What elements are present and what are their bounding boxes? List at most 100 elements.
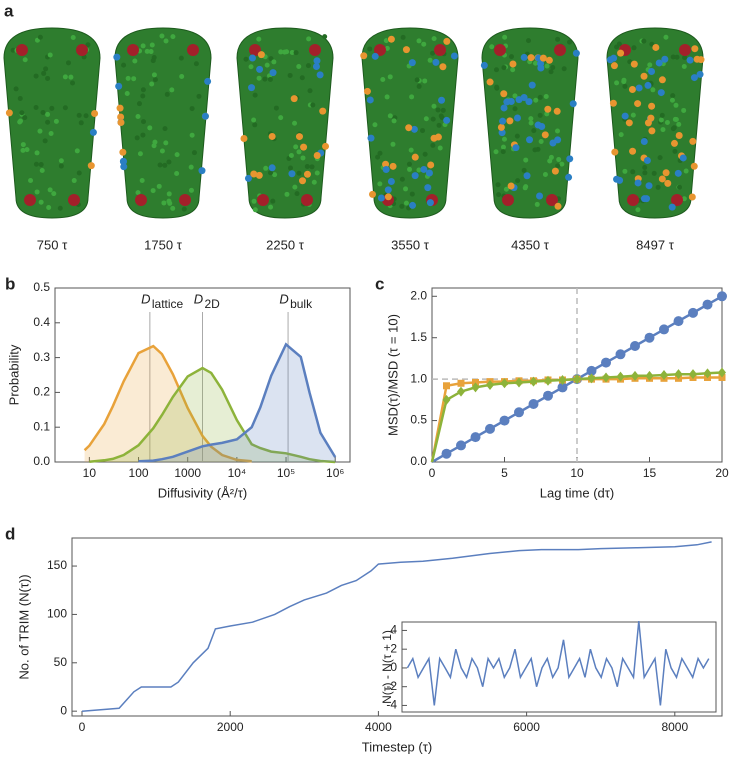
pentamer [135, 194, 147, 206]
marker [616, 371, 625, 382]
trim [430, 134, 438, 142]
protein [62, 105, 68, 111]
protein [543, 93, 549, 99]
x-axis-label: Diffusivity (Å²/τ) [158, 485, 247, 500]
trim [497, 123, 505, 131]
marker [499, 415, 510, 426]
protein [174, 170, 180, 176]
protein [674, 54, 680, 60]
protein [510, 67, 516, 73]
trim [537, 64, 545, 72]
trim [691, 45, 699, 53]
protein [189, 106, 195, 112]
protein [243, 56, 249, 62]
marker [544, 375, 552, 386]
frame-label: 8497 τ [636, 237, 675, 252]
x-tick-label: 0 [79, 720, 86, 734]
trim [512, 144, 520, 152]
trim [480, 61, 488, 69]
protein [189, 132, 195, 138]
protein [496, 192, 502, 198]
protein [681, 107, 687, 113]
trim [313, 152, 321, 160]
protein [149, 42, 155, 48]
protein [435, 107, 441, 113]
trim [389, 162, 397, 170]
trim [500, 90, 508, 98]
pentamer [671, 194, 683, 206]
trim [611, 148, 619, 156]
protein [532, 60, 538, 66]
pentamer [24, 194, 36, 206]
protein [403, 186, 409, 192]
pentamer [309, 44, 321, 56]
trim [513, 114, 521, 122]
protein [523, 157, 529, 163]
marker [602, 372, 610, 383]
capsid-image [480, 27, 580, 219]
protein [630, 112, 636, 118]
trim [5, 109, 13, 117]
protein [71, 178, 77, 184]
pentamer [554, 44, 566, 56]
protein [621, 79, 627, 85]
trim [377, 194, 385, 202]
marker [486, 379, 494, 390]
protein [567, 39, 573, 45]
trim [658, 76, 666, 84]
protein [51, 191, 57, 197]
protein [169, 87, 175, 93]
protein [34, 150, 40, 156]
area [89, 368, 336, 462]
trim [410, 125, 418, 133]
protein [658, 117, 664, 123]
protein [421, 41, 427, 47]
protein [372, 122, 378, 128]
protein [556, 157, 562, 163]
marker [515, 377, 523, 388]
protein [37, 34, 43, 40]
x-tick-label: 0 [429, 466, 436, 480]
marker [573, 374, 581, 385]
trim [120, 163, 128, 171]
trim [439, 63, 447, 71]
protein [58, 158, 64, 164]
protein [300, 155, 306, 161]
protein [57, 205, 63, 211]
protein [296, 170, 302, 176]
trim [367, 134, 375, 142]
line [138, 342, 337, 463]
protein [140, 43, 146, 49]
trim [515, 96, 523, 104]
protein [494, 84, 500, 90]
protein [22, 57, 28, 63]
protein [49, 105, 55, 111]
marker [587, 373, 596, 384]
protein [45, 111, 51, 117]
reference-label: D [279, 291, 288, 306]
protein [436, 122, 442, 128]
protein [647, 62, 653, 68]
pentamer [434, 44, 446, 56]
trim [545, 56, 553, 64]
trim [520, 53, 528, 61]
protein [390, 141, 396, 147]
protein [19, 110, 25, 116]
protein [78, 120, 84, 126]
protein [431, 103, 437, 109]
protein [641, 38, 647, 44]
trim [565, 173, 573, 181]
trim [621, 112, 629, 120]
x-tick-label: 4000 [365, 720, 392, 734]
marker [689, 369, 697, 380]
protein [622, 168, 628, 174]
y-axis-label: MSD(τ)/MSD (τ = 10) [385, 314, 400, 436]
frame-label: 750 τ [37, 237, 68, 252]
protein [287, 72, 293, 78]
protein [534, 201, 540, 207]
protein [430, 142, 436, 148]
protein [677, 184, 683, 190]
trim [541, 131, 549, 139]
protein [45, 75, 51, 81]
protein [409, 94, 415, 100]
